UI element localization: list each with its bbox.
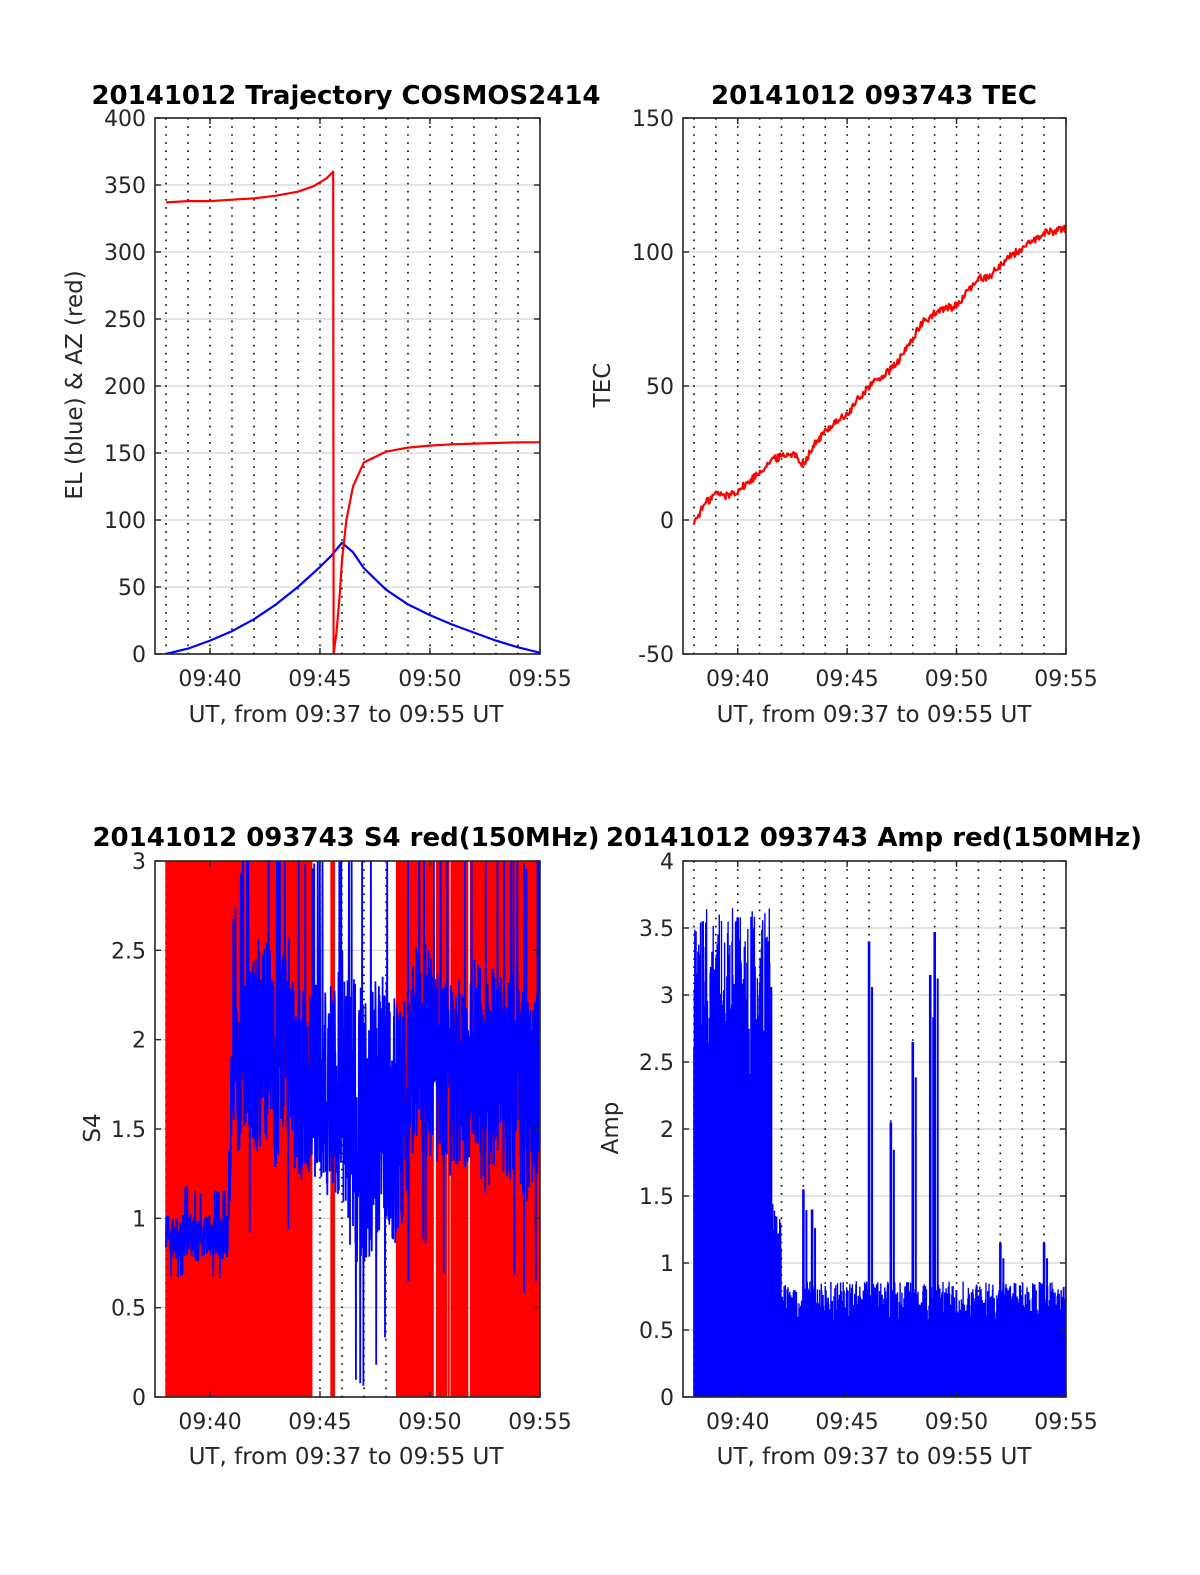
- y-axis-label: EL (blue) & AZ (red): [62, 270, 88, 499]
- y-tick-label: 150: [104, 442, 146, 467]
- x-tick-label: 09:55: [1034, 667, 1097, 692]
- series-line-s4-blue: [165, 861, 540, 1386]
- y-tick-label: 0: [132, 643, 146, 668]
- panel-trajectory: 20141012 Trajectory COSMOS2414 0 50 100 150…: [62, 81, 601, 728]
- x-tick-label: 09:55: [1034, 1410, 1097, 1435]
- panel-title: 20141012 093743 TEC: [711, 81, 1037, 111]
- x-axis-label: UT, from 09:37 to 09:55 UT: [189, 702, 505, 728]
- y-tick-label: 2: [132, 1029, 146, 1054]
- plot-area: -50 0 50 100 150 09:40 09:45 09:50 09:55: [632, 107, 1098, 692]
- x-tick-label: 09:55: [508, 667, 571, 692]
- plot-area: 0 0.5 1 1.5 2 2.5 3 09:40 09:45 09:50 09:55: [111, 850, 572, 1435]
- y-tick-label: 150: [632, 107, 674, 132]
- y-tick-label: 50: [118, 576, 146, 601]
- data-layer: [693, 908, 1066, 1397]
- y-tick-label: 100: [632, 241, 674, 266]
- y-axis-label: Amp: [598, 1102, 624, 1155]
- y-tick-label: 350: [104, 174, 146, 199]
- panel-title: 20141012 093743 Amp red(150MHz): [606, 823, 1142, 853]
- data-layer: [165, 170, 540, 654]
- y-tick-label: 3: [132, 850, 146, 875]
- y-tick-label: 1: [132, 1207, 146, 1232]
- data-layer: [165, 861, 540, 1397]
- y-tick-label: 0: [132, 1386, 146, 1411]
- panel-s4: 20141012 093743 S4 red(150MHz) 0 0.5 1 1.5 2…: [80, 823, 600, 1470]
- x-tick-label: 09:45: [815, 1410, 878, 1435]
- y-tick-label: 1.5: [639, 1185, 674, 1210]
- x-tick-label: 09:50: [398, 1410, 461, 1435]
- x-tick-label: 09:40: [706, 1410, 769, 1435]
- x-tick-label: 09:45: [815, 667, 878, 692]
- y-tick-label: 2: [660, 1118, 674, 1143]
- plot-area: 0 0.5 1 1.5 2 2.5 3 3.5 4 09:40 09:45 09:50 09:55: [639, 850, 1098, 1435]
- x-tick-label: 09:45: [288, 1410, 351, 1435]
- y-axis-label: S4: [80, 1113, 106, 1142]
- series-line-tec: [692, 223, 1066, 525]
- x-tick-label: 09:55: [508, 1410, 571, 1435]
- x-axis-label: UT, from 09:37 to 09:55 UT: [717, 1444, 1033, 1470]
- y-tick-label: 0: [660, 1386, 674, 1411]
- panel-amp: 20141012 093743 Amp red(150MHz) 0 0.5 1 1.5…: [598, 823, 1142, 1470]
- x-tick-label: 09:50: [925, 667, 988, 692]
- panel-title: 20141012 093743 S4 red(150MHz): [92, 823, 599, 853]
- y-tick-label: 200: [104, 375, 146, 400]
- data-layer: [692, 223, 1066, 525]
- x-tick-label: 09:50: [398, 667, 461, 692]
- y-tick-label: -50: [638, 643, 674, 668]
- x-axis-label: UT, from 09:37 to 09:55 UT: [189, 1444, 505, 1470]
- y-axis-label: TEC: [590, 363, 616, 409]
- panel-title: 20141012 Trajectory COSMOS2414: [91, 81, 600, 111]
- y-tick-label: 300: [104, 241, 146, 266]
- x-tick-label: 09:40: [706, 667, 769, 692]
- y-tick-label: 1: [660, 1252, 674, 1277]
- x-tick-label: 09:45: [288, 667, 351, 692]
- y-tick-label: 100: [104, 509, 146, 534]
- y-tick-label: 3.5: [639, 917, 674, 942]
- y-tick-label: 2.5: [111, 939, 146, 964]
- series-line-az: [165, 170, 540, 654]
- series-line-el: [165, 541, 540, 654]
- x-axis-label: UT, from 09:37 to 09:55 UT: [717, 702, 1033, 728]
- y-tick-label: 0.5: [639, 1319, 674, 1344]
- amp-bars: [693, 908, 1066, 1397]
- x-tick-label: 09:50: [925, 1410, 988, 1435]
- y-tick-label: 400: [104, 107, 146, 132]
- y-tick-label: 0.5: [111, 1297, 146, 1322]
- y-tick-label: 4: [660, 850, 674, 875]
- x-tick-label: 09:40: [178, 1410, 241, 1435]
- y-tick-label: 1.5: [111, 1118, 146, 1143]
- y-tick-label: 3: [660, 984, 674, 1009]
- y-tick-label: 50: [646, 375, 674, 400]
- panel-tec: 20141012 093743 TEC -50 0 50 100 150 09:40 09:…: [590, 81, 1098, 728]
- y-tick-label: 0: [660, 509, 674, 534]
- y-tick-label: 2.5: [639, 1051, 674, 1076]
- plot-area: 0 50 100 150 200 250 300 350 400 09:40 09:45 09:50 0…: [104, 107, 572, 692]
- y-tick-label: 250: [104, 308, 146, 333]
- x-tick-label: 09:40: [178, 667, 241, 692]
